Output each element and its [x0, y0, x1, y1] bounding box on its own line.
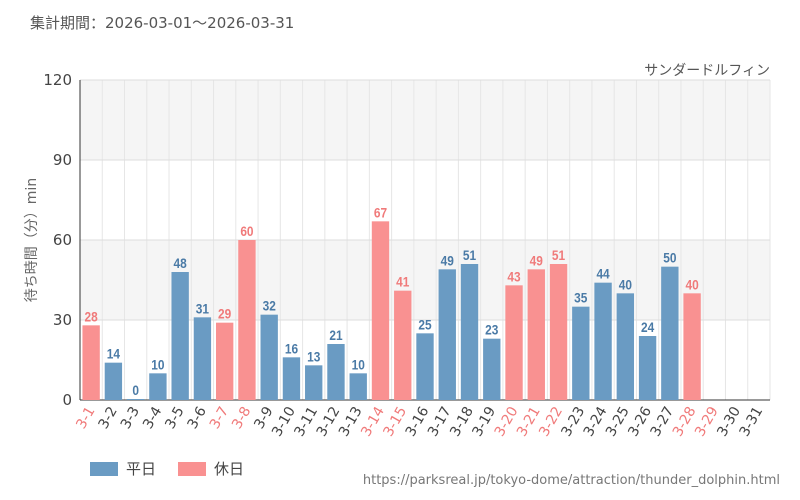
bar-3-26: [638, 336, 657, 400]
legend-item-holiday[interactable]: 休日: [178, 458, 244, 479]
source-url: https://parksreal.jp/tokyo-dome/attracti…: [362, 473, 780, 488]
bar-3-20: [505, 285, 523, 400]
bar-3-27: [661, 266, 679, 400]
bar-3-10: [282, 357, 301, 400]
value-label-3-2: 14: [107, 346, 121, 362]
y-tick-label: 0: [62, 391, 72, 409]
value-label-3-7: 29: [218, 306, 231, 322]
value-label-3-12: 21: [329, 327, 342, 343]
bar-3-11: [305, 365, 323, 400]
period-label: 集計期間：2026-03-01～2026-03-31: [30, 14, 295, 32]
value-label-3-14: 67: [374, 204, 387, 220]
value-label-3-19: 23: [485, 322, 498, 338]
bar-3-16: [416, 333, 434, 400]
x-tick-label-3-4: 3-4: [140, 404, 165, 432]
bar-3-23: [572, 306, 590, 400]
value-label-3-10: 16: [285, 340, 298, 356]
bar-3-4: [149, 373, 167, 400]
y-tick-label: 30: [53, 311, 72, 329]
x-tick-label-3-2: 3-2: [96, 404, 121, 432]
legend-swatch-weekday: [90, 461, 118, 476]
x-tick-label-3-31: 3-31: [737, 404, 767, 440]
value-label-3-11: 13: [307, 348, 320, 364]
bar-3-2: [104, 362, 123, 400]
bar-3-13: [349, 373, 367, 400]
value-label-3-17: 49: [441, 252, 454, 268]
bar-3-28: [683, 293, 701, 400]
bar-3-22: [549, 264, 568, 400]
bar-3-19: [483, 338, 501, 400]
legend-item-weekday[interactable]: 平日: [90, 458, 156, 479]
bar-3-7: [215, 322, 234, 400]
bar-3-18: [460, 264, 479, 400]
x-tick-label-3-1: 3-1: [73, 404, 98, 432]
y-tick-label: 90: [53, 151, 72, 169]
bar-3-24: [594, 282, 612, 400]
bar-3-8: [238, 240, 256, 400]
bar-3-5: [171, 272, 189, 400]
value-label-3-20: 43: [507, 268, 520, 284]
bar-3-14: [371, 221, 390, 400]
value-label-3-24: 44: [596, 266, 610, 282]
value-label-3-18: 51: [463, 247, 476, 263]
value-label-3-25: 40: [619, 276, 632, 292]
bar-3-25: [616, 293, 635, 400]
bar-3-1: [82, 325, 100, 400]
value-label-3-4: 10: [151, 356, 164, 372]
x-tick-label-3-3: 3-3: [118, 404, 143, 432]
value-label-3-9: 32: [263, 298, 276, 314]
attraction-name: サンダードルフィン: [644, 63, 770, 79]
value-label-3-8: 60: [240, 223, 253, 239]
plot-band: [80, 80, 770, 160]
value-label-3-5: 48: [174, 255, 187, 271]
x-tick-label-3-6: 3-6: [185, 404, 210, 432]
legend-label-weekday: 平日: [126, 460, 157, 478]
value-label-3-22: 51: [552, 247, 565, 263]
plot-band: [80, 240, 770, 320]
bar-3-9: [260, 314, 278, 400]
bar-3-15: [394, 290, 412, 400]
value-label-3-13: 10: [352, 356, 365, 372]
value-label-3-1: 28: [85, 308, 98, 324]
legend-label-holiday: 休日: [214, 460, 245, 478]
value-label-3-23: 35: [574, 290, 587, 306]
x-tick-label-3-5: 3-5: [162, 404, 187, 432]
legend: 平日 休日: [90, 458, 244, 479]
value-label-3-3: 0: [132, 382, 139, 398]
y-tick-label: 60: [53, 231, 72, 249]
bar-3-6: [193, 317, 212, 400]
bar-3-21: [527, 269, 545, 400]
bar-3-12: [327, 344, 345, 400]
bar-3-3: [126, 399, 145, 400]
value-label-3-27: 50: [663, 250, 676, 266]
y-tick-label: 120: [43, 71, 72, 89]
legend-swatch-holiday: [178, 461, 207, 476]
value-label-3-16: 25: [418, 316, 431, 332]
value-label-3-26: 24: [641, 319, 655, 335]
value-label-3-6: 31: [196, 300, 209, 316]
value-label-3-28: 40: [685, 276, 698, 292]
value-label-3-15: 41: [396, 274, 409, 290]
bar-3-17: [438, 269, 456, 400]
value-label-3-21: 49: [530, 252, 543, 268]
x-tick-label-3-7: 3-7: [207, 404, 232, 432]
x-tick-label-3-8: 3-8: [229, 404, 254, 432]
